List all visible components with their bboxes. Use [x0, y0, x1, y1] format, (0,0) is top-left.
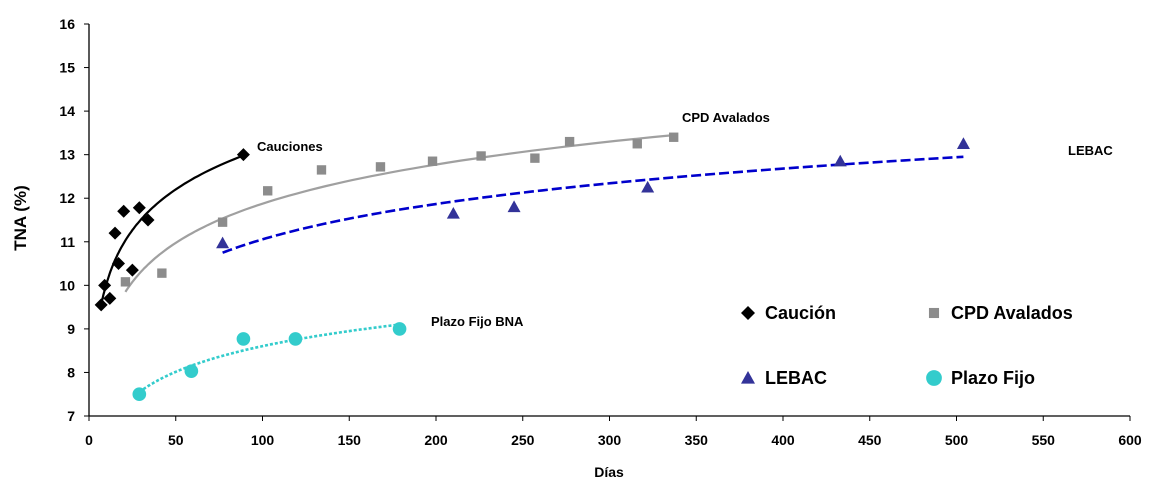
legend-label-lebac: LEBAC	[765, 368, 827, 388]
data-point-cauci-n	[236, 148, 250, 162]
data-point-cpd-avalados	[157, 268, 167, 278]
data-point-cpd-avalados	[427, 156, 438, 166]
data-point-cauci-n	[111, 257, 125, 271]
data-point-lebac	[216, 236, 230, 249]
legend-marker-cauci-n	[741, 306, 755, 320]
y-tick-label: 15	[59, 60, 75, 76]
x-tick-label: 100	[251, 432, 275, 448]
annotation-lebac: LEBAC	[1068, 143, 1113, 158]
x-tick-label: 0	[85, 432, 93, 448]
data-point-cpd-avalados	[632, 139, 642, 149]
data-point-cpd-avalados	[316, 165, 327, 175]
y-tick-label: 13	[59, 147, 75, 163]
data-point-lebac	[641, 180, 655, 193]
legend-label-cpd-avalados: CPD Avalados	[951, 303, 1073, 323]
x-tick-label: 500	[945, 432, 969, 448]
x-tick-label: 200	[424, 432, 448, 448]
y-tick-label: 16	[59, 16, 75, 32]
y-axis-label: TNA (%)	[11, 185, 30, 250]
data-point-cpd-avalados	[564, 136, 575, 147]
y-tick-label: 14	[59, 103, 75, 119]
data-point-lebac	[833, 154, 847, 167]
data-point-cauci-n	[125, 263, 139, 277]
data-point-cpd-avalados	[530, 153, 540, 163]
data-point-cpd-avalados	[217, 217, 228, 227]
legend-marker-plazo-fijo	[926, 370, 942, 386]
x-tick-label: 250	[511, 432, 535, 448]
data-points	[94, 132, 970, 402]
x-tick-label: 400	[771, 432, 795, 448]
data-point-cpd-avalados	[120, 277, 131, 287]
x-axis-label: Días	[594, 464, 624, 480]
annotation-plazo-fijo-bna: Plazo Fijo BNA	[431, 314, 524, 329]
axes: 7 8 9 10 11 12 13 14 15 16 0 50 100 150 200 250 300 350 40…	[59, 16, 1141, 448]
data-point-lebac	[507, 200, 521, 213]
data-point-lebac	[956, 137, 970, 149]
x-tick-label: 600	[1118, 432, 1142, 448]
x-tick-label: 350	[685, 432, 709, 448]
x-tick-label: 50	[168, 432, 184, 448]
trendline-cpd-avalados	[124, 134, 674, 293]
data-point-cauci-n	[141, 213, 155, 227]
annotation-cauciones: Cauciones	[257, 139, 323, 154]
annotation-cpd-avalados: CPD Avalados	[682, 110, 770, 125]
y-tick-label: 9	[67, 321, 75, 337]
data-point-plazo-fijo	[132, 387, 147, 402]
trendlines	[100, 134, 964, 394]
trendline-plazo-fijo	[138, 323, 400, 394]
data-point-lebac	[446, 206, 460, 219]
trendline-lebac	[222, 155, 964, 254]
data-point-cauci-n	[108, 226, 122, 240]
trendline-cauci-n	[100, 154, 244, 306]
legend-marker-lebac	[741, 371, 755, 384]
data-point-cpd-avalados	[476, 151, 486, 161]
legend-label-plazo-fijo: Plazo Fijo	[951, 368, 1035, 388]
x-tick-label: 450	[858, 432, 882, 448]
legend-marker-cpd-avalados	[928, 307, 940, 319]
data-point-cauci-n	[132, 201, 146, 215]
x-tick-label: 300	[598, 432, 622, 448]
data-point-cauci-n	[94, 298, 108, 312]
y-tick-label: 7	[67, 408, 75, 424]
data-point-cpd-avalados	[375, 162, 386, 172]
data-point-plazo-fijo	[236, 332, 251, 346]
legend-label-cauci-n: Caución	[765, 303, 836, 323]
legend: Caución CPD Avalados LEBAC Plazo Fijo	[741, 303, 1073, 388]
x-tick-label: 550	[1032, 432, 1056, 448]
data-point-cauci-n	[103, 291, 117, 305]
data-point-cpd-avalados	[263, 186, 273, 196]
data-point-plazo-fijo	[392, 322, 407, 336]
y-tick-label: 10	[59, 277, 75, 293]
y-tick-label: 12	[59, 190, 75, 206]
x-tick-label: 150	[338, 432, 362, 448]
y-tick-label: 11	[60, 234, 75, 250]
data-point-cauci-n	[98, 278, 112, 292]
data-point-plazo-fijo	[288, 332, 303, 346]
data-point-plazo-fijo	[184, 364, 199, 378]
y-tick-label: 8	[67, 364, 75, 380]
data-point-cauci-n	[117, 204, 131, 218]
data-point-cpd-avalados	[669, 132, 679, 142]
